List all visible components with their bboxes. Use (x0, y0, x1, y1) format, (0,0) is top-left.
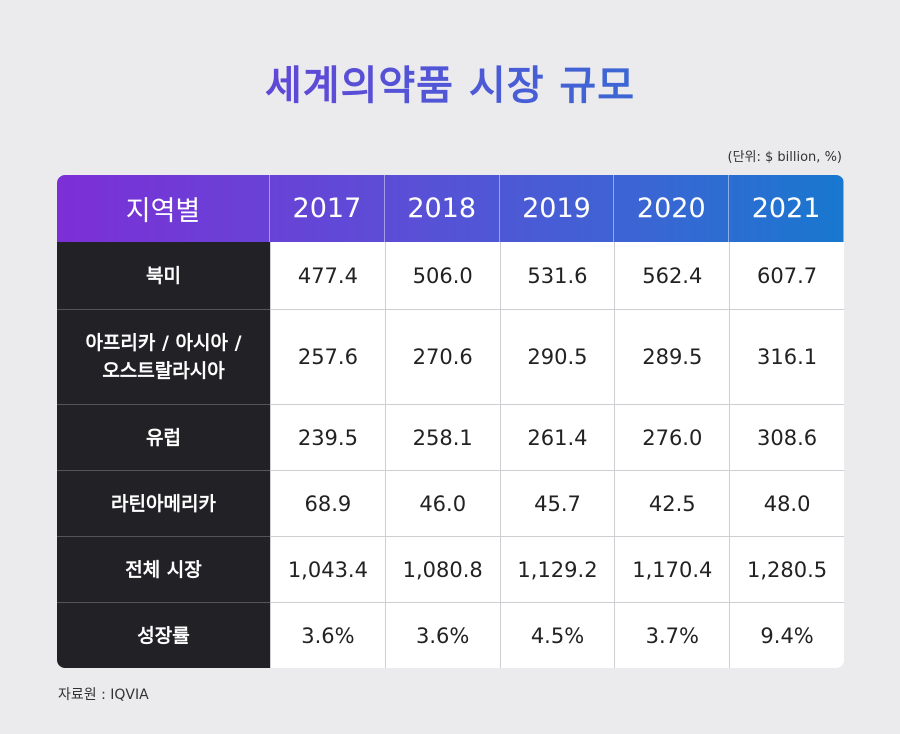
table-cell: 1,129.2 (499, 537, 615, 603)
table-cell: 270.6 (384, 310, 500, 405)
header-region: 지역별 (57, 175, 270, 242)
table-cell: 506.0 (384, 242, 500, 310)
table-cell: 1,043.4 (270, 537, 385, 603)
table-cell: 45.7 (499, 471, 615, 537)
header-year: 2019 (500, 175, 615, 242)
table-cell: 3.7% (614, 603, 729, 668)
table-cell: 258.1 (384, 405, 500, 471)
table-cell: 3.6% (384, 603, 500, 668)
row-label-africa-asia-australasia: 아프리카 / 아시아 / 오스트랄라시아 (57, 310, 270, 405)
page-title: 세계의약품 시장 규모 (0, 58, 900, 114)
table-cell: 239.5 (270, 405, 385, 471)
table-cell: 290.5 (499, 310, 615, 405)
table-cell: 531.6 (499, 242, 615, 310)
row-label-growth-rate: 성장률 (57, 603, 270, 668)
unit-note: (단위: $ billion, %) (727, 150, 843, 165)
table-cell: 261.4 (499, 405, 615, 471)
row-label-latin-america: 라틴아메리카 (57, 471, 270, 537)
table-cell: 46.0 (384, 471, 500, 537)
table-cell: 42.5 (614, 471, 730, 537)
header-year: 2021 (729, 175, 844, 242)
table-cell: 1,280.5 (729, 537, 844, 603)
row-label-total-market: 전체 시장 (57, 537, 270, 603)
table-cell: 316.1 (729, 310, 844, 405)
source-note: 자료원 : IQVIA (58, 687, 149, 703)
table-cell: 276.0 (614, 405, 730, 471)
table-cell: 477.4 (270, 242, 385, 310)
header-year: 2018 (385, 175, 500, 242)
row-label-europe: 유럽 (57, 405, 270, 471)
row-label-line: 오스트랄라시아 (102, 360, 225, 382)
row-label-north-america: 북미 (57, 242, 270, 310)
table-cell: 257.6 (270, 310, 385, 405)
table-cell: 1,080.8 (384, 537, 500, 603)
header-year: 2020 (614, 175, 730, 242)
table-cell: 1,170.4 (614, 537, 730, 603)
table-cell: 68.9 (270, 471, 385, 537)
table-cell: 4.5% (499, 603, 615, 668)
market-table: 지역별 2017 2018 2019 2020 2021 북미 477.4 50… (57, 175, 844, 668)
table-cell: 48.0 (729, 471, 844, 537)
row-label-line: 아프리카 / 아시아 / (85, 332, 242, 354)
table-cell: 3.6% (270, 603, 385, 668)
table-cell: 289.5 (614, 310, 730, 405)
table-cell: 9.4% (729, 603, 844, 668)
table-header-background (57, 175, 844, 242)
table-cell: 607.7 (729, 242, 844, 310)
table-cell: 562.4 (614, 242, 730, 310)
header-year: 2017 (270, 175, 385, 242)
table-cell: 308.6 (729, 405, 844, 471)
